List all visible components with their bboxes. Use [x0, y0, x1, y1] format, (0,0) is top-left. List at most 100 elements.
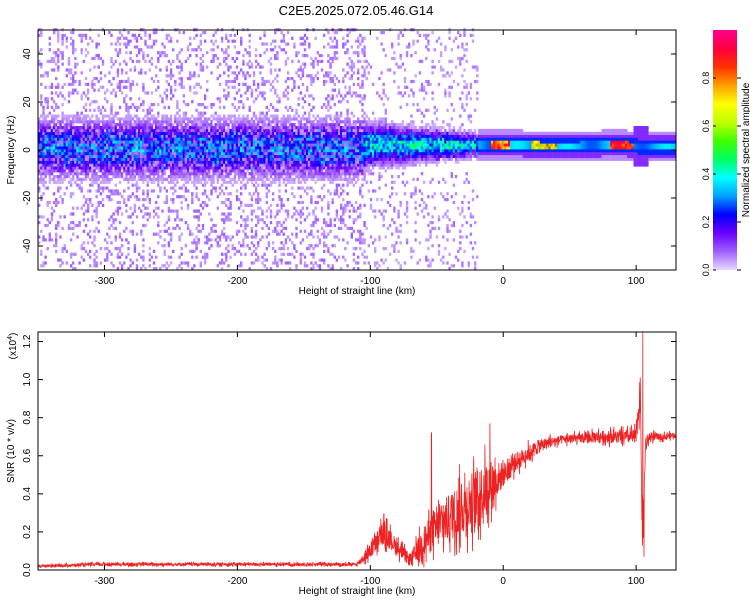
- spectrogram-cell: [306, 128, 309, 133]
- spectrogram-cell: [280, 200, 283, 205]
- spectrogram-cell: [288, 126, 292, 130]
- spectrogram-cell: [263, 123, 266, 127]
- spectrogram-cell: [169, 177, 173, 181]
- spectrogram-cell: [282, 134, 285, 138]
- spectrogram-cell: [252, 100, 256, 104]
- spectrogram-cell: [278, 157, 281, 161]
- spectrogram-cell: [267, 146, 271, 150]
- spectrogram-cell: [118, 206, 122, 210]
- spectrogram-cell: [246, 157, 249, 161]
- spectrogram-cell: [231, 146, 234, 150]
- spectrogram-cell: [265, 105, 268, 109]
- spectrogram-cell: [42, 105, 45, 109]
- spectrogram-cell: [69, 137, 73, 141]
- spectrogram-cell: [80, 160, 83, 164]
- spectrogram-cell: [110, 103, 113, 107]
- spectrogram-cell: [55, 241, 58, 245]
- spectrogram-cell: [152, 123, 156, 127]
- spectrogram-cell: [65, 137, 68, 141]
- spectrogram-cell: [203, 192, 207, 196]
- spectrogram-cell: [223, 51, 226, 55]
- spectrogram-cell: [52, 209, 56, 213]
- spectrogram-cell: [216, 117, 219, 121]
- spectrogram-cell: [257, 169, 260, 173]
- spectrogram-cell: [195, 169, 198, 173]
- spectrogram-cell: [163, 163, 166, 167]
- spectrogram-cell: [318, 154, 322, 158]
- spectrogram-cell: [182, 157, 185, 161]
- spectrogram-cell: [55, 249, 58, 253]
- spectrogram-cell: [233, 33, 237, 37]
- spectrogram-cell: [69, 252, 73, 256]
- spectrogram-cell: [63, 175, 66, 179]
- spectrogram-cell: [193, 215, 196, 219]
- spectrogram-cell: [172, 123, 175, 127]
- spectrogram-cell: [84, 117, 88, 121]
- spectrogram-cell: [91, 134, 94, 138]
- spectrogram-cell: [235, 74, 239, 78]
- spectrogram-cell: [197, 45, 200, 49]
- spectrogram-cell: [186, 175, 190, 179]
- spectrogram-cell: [155, 232, 158, 236]
- spectrogram-cell: [252, 169, 256, 173]
- spectrogram-cell: [127, 166, 130, 170]
- spectrogram-cell: [293, 131, 296, 135]
- spectrogram-cell: [182, 140, 185, 144]
- spectrogram-cell: [284, 105, 288, 109]
- spectrogram-cell: [303, 94, 307, 98]
- spectrogram-cell: [180, 85, 183, 89]
- spectrogram-cell: [193, 249, 196, 253]
- spectrogram-cell: [269, 71, 273, 75]
- spectrogram-cell: [323, 137, 326, 141]
- spectrogram-cell: [310, 175, 313, 179]
- spectrogram-cell: [329, 79, 332, 84]
- spectrogram-cell: [191, 166, 194, 170]
- spectrogram-cell: [155, 157, 158, 161]
- spectrogram-cell: [99, 180, 103, 184]
- spectrogram-cell: [244, 120, 247, 124]
- spectrogram-cell: [227, 151, 230, 156]
- spectrogram-cell: [257, 149, 260, 153]
- spectrogram-cell: [148, 33, 151, 37]
- spectrogram-cell: [323, 79, 326, 84]
- spectrogram-cell: [295, 126, 298, 130]
- spectrogram-cell: [59, 166, 62, 170]
- spectrogram-cell: [314, 160, 317, 164]
- spectrogram-cell: [184, 221, 188, 225]
- spectrogram-cell: [142, 88, 145, 92]
- spectrogram-cell: [280, 117, 283, 121]
- spectrogram-cell: [316, 146, 319, 150]
- spectrogram-cell: [125, 175, 128, 179]
- spectrogram-cell: [182, 128, 185, 133]
- spectrogram-cell: [299, 36, 302, 40]
- spectrogram-cell: [263, 149, 266, 153]
- spectrogram-cell: [76, 166, 79, 170]
- spectrogram-cell: [184, 186, 188, 190]
- spectrogram-cell: [95, 54, 98, 58]
- spectrogram-cell: [333, 157, 336, 161]
- spectrogram-cell: [261, 111, 264, 115]
- spectrogram-cell: [163, 244, 166, 248]
- spectrogram-cell: [291, 143, 294, 147]
- spectrogram-cell: [303, 65, 307, 69]
- spectrogram-cell: [112, 151, 115, 156]
- spectrogram-cell: [220, 232, 224, 236]
- spectrogram-cell: [254, 59, 258, 63]
- spectrogram-cell: [286, 128, 290, 133]
- spectrogram-cell: [212, 223, 215, 228]
- spectrogram-cell: [335, 175, 339, 179]
- spectrogram-cell: [114, 238, 117, 242]
- spectrogram-cell: [163, 172, 166, 176]
- spectrogram-cell: [57, 126, 60, 130]
- spectrogram-cell: [318, 117, 322, 121]
- spectrogram-cell: [248, 166, 251, 170]
- spectrogram-cell: [48, 36, 51, 40]
- spectrogram-cell: [259, 140, 262, 144]
- spectrogram-cell: [38, 154, 41, 158]
- spectrogram-cell: [263, 97, 266, 101]
- spectrogram-cell: [155, 149, 158, 153]
- spectrogram-cell: [44, 137, 47, 141]
- spectrogram-cell: [108, 140, 111, 144]
- spectrogram-cell: [163, 154, 166, 158]
- spectrogram-cell: [161, 51, 164, 55]
